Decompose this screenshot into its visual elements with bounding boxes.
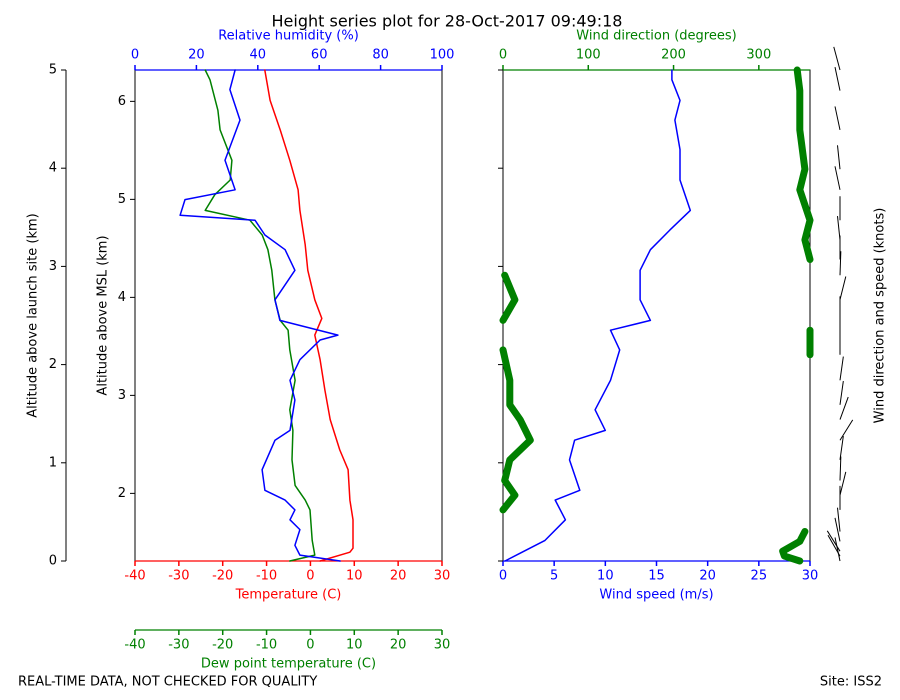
wind-barb (833, 46, 841, 71)
x-tick-label: -10 (256, 569, 277, 584)
wind-barb (834, 67, 841, 91)
x-axis-label: Relative humidity (%) (218, 29, 359, 44)
x-tick-label: 10 (346, 569, 363, 584)
profile-line (499, 66, 814, 565)
chart-title: Height series plot for 28-Oct-2017 09:49… (272, 12, 623, 31)
y-tick-label: 3 (49, 259, 57, 274)
y-axis-label: Altitude above MSL (km) (96, 235, 111, 395)
x-tick-label: 40 (250, 48, 267, 63)
y-axis-label: Altitude above launch site (km) (26, 213, 41, 417)
x-tick-label: 30 (802, 569, 819, 584)
x-tick-label: 20 (390, 638, 407, 653)
x-tick-label: 300 (746, 48, 771, 63)
x-tick-label: 60 (311, 48, 328, 63)
y-tick-label: 4 (49, 161, 57, 176)
x-tick-label: 100 (576, 48, 601, 63)
x-tick-label: 30 (434, 638, 451, 653)
x-tick-label: -20 (212, 569, 233, 584)
wind-barb (836, 215, 841, 240)
wind-barb (839, 276, 847, 300)
wind-barb (839, 396, 849, 420)
x-tick-label: -40 (124, 638, 145, 653)
x-tick-label: 20 (390, 569, 407, 584)
wind-barb (834, 166, 841, 190)
profile-line (504, 69, 692, 562)
wind-barb (839, 356, 844, 381)
wind-barb (826, 530, 841, 552)
y-tick-label: 4 (118, 290, 126, 305)
x-tick-label: -20 (212, 638, 233, 653)
wind-barb (836, 507, 841, 532)
x-axis-label: Wind direction (degrees) (576, 29, 736, 44)
y-tick-label: 2 (49, 357, 57, 372)
x-tick-label: 5 (550, 569, 558, 584)
y-tick-label: 5 (118, 192, 126, 207)
wind-barb (839, 436, 844, 460)
plot-frame (134, 69, 443, 562)
x-tick-label: 30 (434, 569, 451, 584)
wind-barb (839, 419, 854, 441)
footer-site: Site: ISS2 (820, 675, 882, 690)
y-tick-label: 5 (49, 63, 57, 78)
x-axis-label: Dew point temperature (C) (201, 657, 376, 672)
profile-line (204, 69, 316, 562)
x-tick-label: 15 (648, 569, 665, 584)
wind-barb (834, 517, 841, 542)
x-tick-label: 25 (751, 569, 768, 584)
x-axis-label: Wind speed (m/s) (599, 588, 713, 603)
x-tick-label: 100 (430, 48, 455, 63)
profile-line (179, 69, 341, 562)
footer-note: REAL-TIME DATA, NOT CHECKED FOR QUALITY (18, 675, 317, 690)
y-tick-label: 0 (49, 554, 57, 569)
x-tick-label: -30 (168, 569, 189, 584)
x-tick-label: 0 (306, 569, 314, 584)
barb-label: Wind direction and speed (knots) (873, 208, 888, 424)
x-tick-label: 80 (372, 48, 389, 63)
x-tick-label: 20 (188, 48, 205, 63)
x-tick-label: 0 (499, 569, 507, 584)
wind-barb (839, 381, 844, 405)
x-tick-label: 10 (597, 569, 614, 584)
x-tick-label: 0 (131, 48, 139, 63)
wind-barb (839, 251, 842, 276)
x-axis-label: Temperature (C) (235, 588, 342, 603)
x-tick-label: 0 (306, 638, 314, 653)
y-tick-label: 1 (49, 455, 57, 470)
x-tick-label: 200 (661, 48, 686, 63)
x-tick-label: -30 (168, 638, 189, 653)
plot-frame (502, 69, 811, 562)
y-tick-label: 3 (118, 388, 126, 403)
x-tick-label: -40 (124, 569, 145, 584)
y-tick-label: 6 (118, 94, 126, 109)
wind-barb (827, 535, 841, 557)
x-tick-label: 20 (699, 569, 716, 584)
wind-barb (836, 145, 841, 170)
profile-line (264, 69, 354, 562)
y-tick-label: 2 (118, 486, 126, 501)
wind-barb (839, 471, 847, 496)
x-tick-label: -10 (256, 638, 277, 653)
wind-barb (834, 537, 841, 562)
wind-barb (834, 106, 841, 131)
x-tick-label: 10 (346, 638, 363, 653)
wind-barb (839, 456, 842, 481)
x-tick-label: 0 (499, 48, 507, 63)
